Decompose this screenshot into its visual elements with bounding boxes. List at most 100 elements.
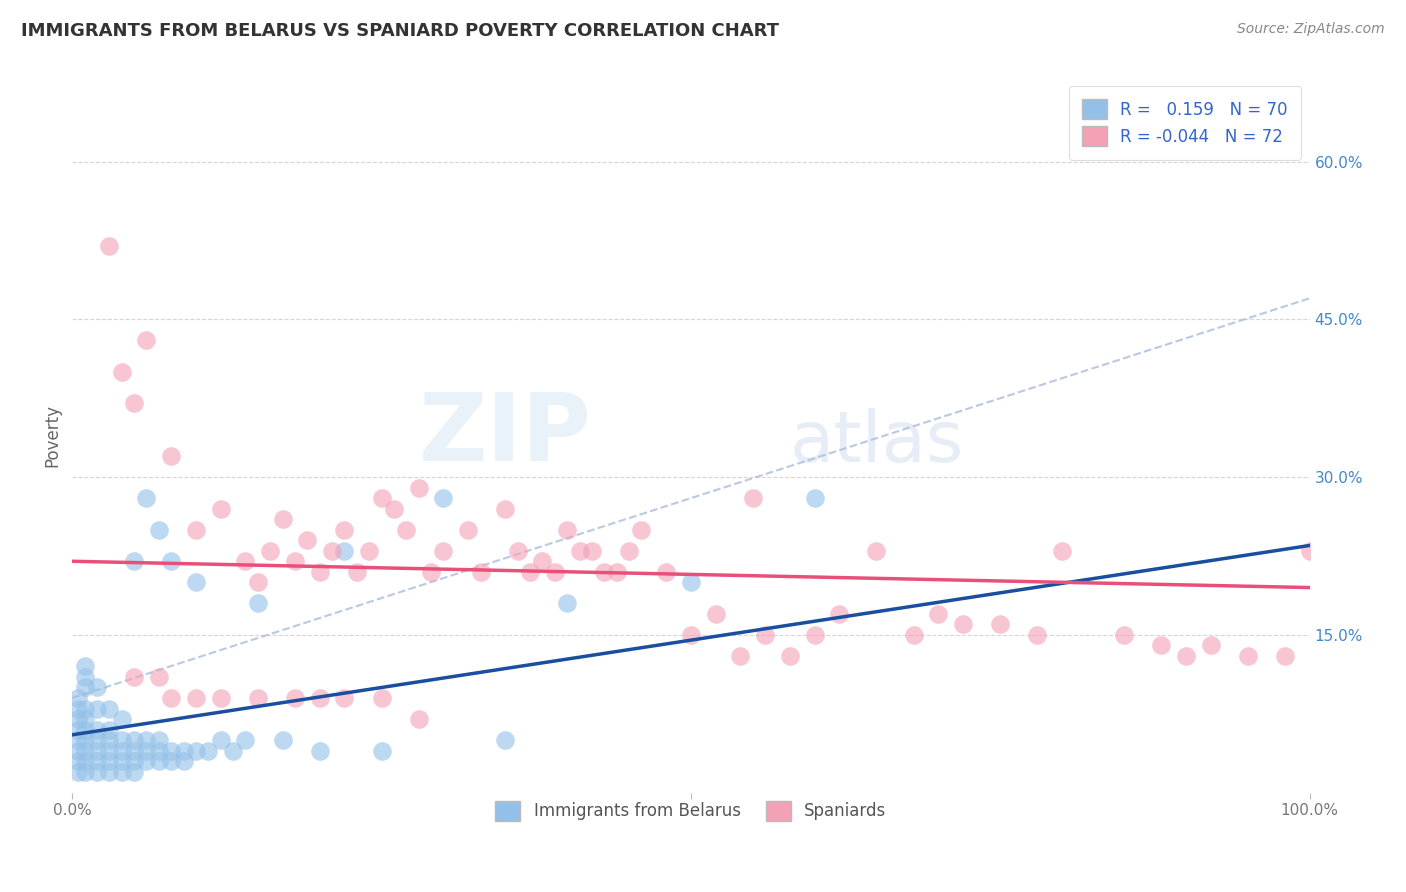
Point <box>1174 648 1197 663</box>
Point <box>630 523 652 537</box>
Point <box>122 743 145 757</box>
Point <box>111 754 134 768</box>
Point <box>135 743 157 757</box>
Point <box>271 733 294 747</box>
Point <box>122 396 145 410</box>
Point <box>370 491 392 505</box>
Point <box>86 723 108 737</box>
Point <box>271 512 294 526</box>
Point <box>308 565 330 579</box>
Point <box>67 733 90 747</box>
Point <box>531 554 554 568</box>
Point <box>67 723 90 737</box>
Point <box>98 743 121 757</box>
Point <box>803 491 825 505</box>
Point <box>135 334 157 348</box>
Point <box>122 764 145 779</box>
Text: ZIP: ZIP <box>419 389 592 481</box>
Point <box>67 743 90 757</box>
Point <box>321 543 343 558</box>
Point <box>73 701 96 715</box>
Point <box>122 554 145 568</box>
Point <box>160 743 183 757</box>
Legend: Immigrants from Belarus, Spaniards: Immigrants from Belarus, Spaniards <box>482 788 900 834</box>
Point <box>1112 628 1135 642</box>
Point <box>308 691 330 706</box>
Point <box>122 670 145 684</box>
Point <box>86 733 108 747</box>
Point <box>98 733 121 747</box>
Point <box>173 743 195 757</box>
Point <box>803 628 825 642</box>
Point <box>111 764 134 779</box>
Point <box>73 712 96 726</box>
Point <box>98 701 121 715</box>
Point <box>209 501 232 516</box>
Point <box>470 565 492 579</box>
Point <box>359 543 381 558</box>
Point <box>617 543 640 558</box>
Point <box>160 554 183 568</box>
Point <box>98 754 121 768</box>
Point <box>67 754 90 768</box>
Point <box>927 607 949 621</box>
Point <box>135 733 157 747</box>
Point <box>148 754 170 768</box>
Point <box>593 565 616 579</box>
Point <box>235 554 257 568</box>
Point <box>86 681 108 695</box>
Point <box>111 365 134 379</box>
Point <box>73 681 96 695</box>
Point <box>73 754 96 768</box>
Point <box>655 565 678 579</box>
Point <box>148 743 170 757</box>
Point <box>111 712 134 726</box>
Text: atlas: atlas <box>790 408 965 476</box>
Point <box>370 691 392 706</box>
Point <box>73 659 96 673</box>
Point <box>122 754 145 768</box>
Point <box>111 743 134 757</box>
Point <box>86 701 108 715</box>
Point <box>1150 639 1173 653</box>
Point <box>606 565 628 579</box>
Point <box>209 691 232 706</box>
Point <box>1298 543 1320 558</box>
Point <box>259 543 281 558</box>
Y-axis label: Poverty: Poverty <box>44 403 60 467</box>
Point <box>420 565 443 579</box>
Point <box>197 743 219 757</box>
Point <box>73 743 96 757</box>
Point <box>519 565 541 579</box>
Point <box>432 491 454 505</box>
Point <box>184 691 207 706</box>
Point <box>457 523 479 537</box>
Text: IMMIGRANTS FROM BELARUS VS SPANIARD POVERTY CORRELATION CHART: IMMIGRANTS FROM BELARUS VS SPANIARD POVE… <box>21 22 779 40</box>
Point <box>903 628 925 642</box>
Point <box>160 754 183 768</box>
Point <box>494 733 516 747</box>
Point <box>98 723 121 737</box>
Point <box>828 607 851 621</box>
Point <box>1236 648 1258 663</box>
Point <box>111 733 134 747</box>
Point <box>555 596 578 610</box>
Point <box>67 701 90 715</box>
Point <box>73 764 96 779</box>
Point <box>333 543 356 558</box>
Point <box>395 523 418 537</box>
Point <box>122 733 145 747</box>
Point <box>544 565 567 579</box>
Point <box>148 670 170 684</box>
Point <box>86 764 108 779</box>
Point <box>284 691 307 706</box>
Point <box>67 764 90 779</box>
Point <box>865 543 887 558</box>
Point <box>408 481 430 495</box>
Point <box>568 543 591 558</box>
Point <box>952 617 974 632</box>
Point <box>246 575 269 590</box>
Point <box>184 575 207 590</box>
Point <box>222 743 245 757</box>
Point <box>779 648 801 663</box>
